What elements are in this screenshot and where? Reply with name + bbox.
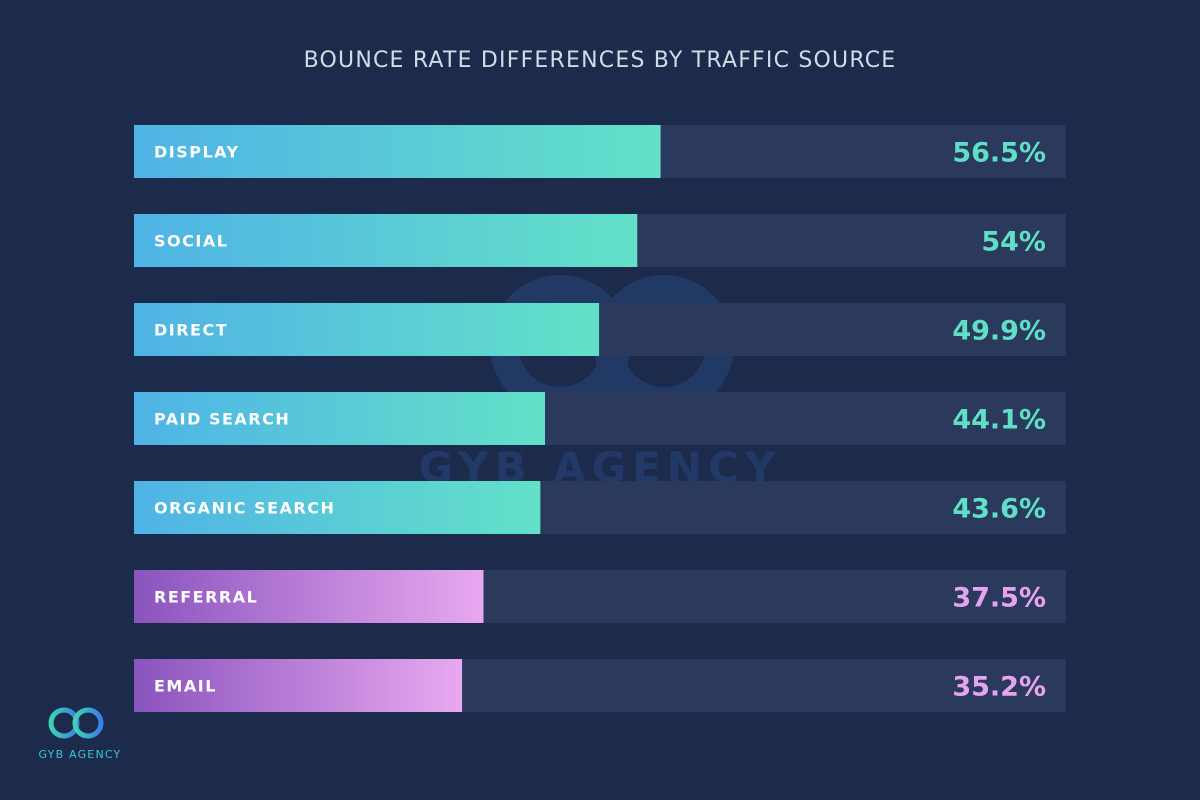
bar-referral [134, 570, 484, 623]
value-label: 37.5% [952, 583, 1046, 614]
value-label: 56.5% [952, 138, 1046, 169]
category-label: DIRECT [154, 321, 228, 340]
value-label: 49.9% [952, 316, 1046, 347]
bar-paid-search [134, 392, 546, 445]
value-label: 43.6% [952, 494, 1046, 525]
value-label: 44.1% [952, 405, 1046, 436]
category-label: SOCIAL [154, 232, 228, 251]
gyb-agency-logo: GYB AGENCY [39, 707, 122, 761]
category-label: REFERRAL [154, 588, 258, 607]
logo-text: GYB AGENCY [39, 748, 122, 761]
gyb-infinity-icon [48, 707, 104, 739]
bar-email [134, 659, 463, 712]
category-label: ORGANIC SEARCH [154, 499, 335, 518]
value-label: 54% [981, 227, 1046, 258]
category-label: DISPLAY [154, 143, 240, 162]
category-label: PAID SEARCH [154, 410, 290, 429]
bar-social [134, 214, 638, 267]
chart-title: BOUNCE RATE DIFFERENCES BY TRAFFIC SOURC… [303, 48, 897, 73]
bar-organic-search [134, 481, 541, 534]
bar-display [134, 125, 661, 178]
bar-direct [134, 303, 600, 356]
category-label: EMAIL [154, 677, 217, 696]
value-label: 35.2% [952, 672, 1046, 703]
